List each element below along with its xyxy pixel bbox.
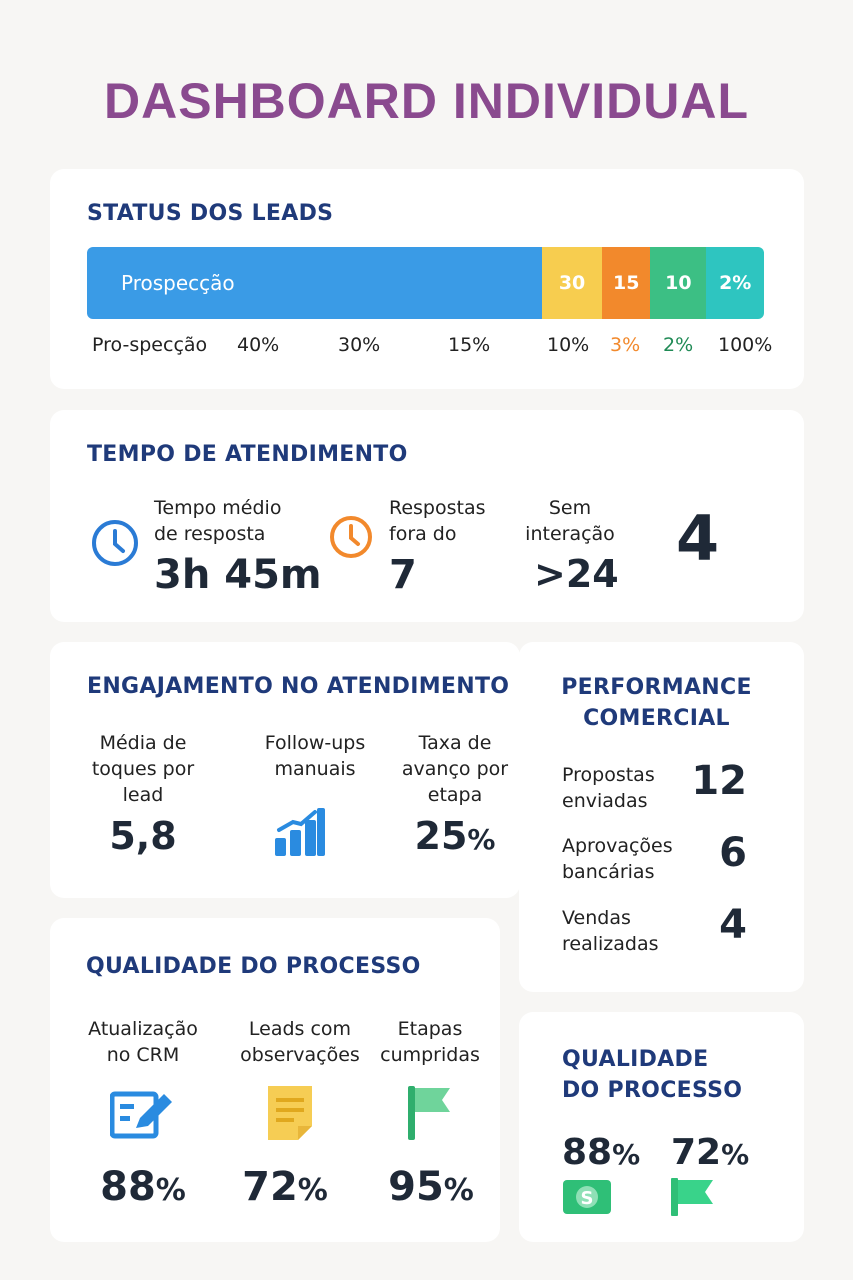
tempo-card: TEMPO DE ATENDIMENTO Tempo médio de respo… — [50, 410, 804, 622]
propostas-value: 12 — [691, 758, 747, 804]
leads-obs-value: 72% — [242, 1164, 328, 1210]
status-card: STATUS DOS LEADS Prospecção 30 15 10 2% … — [50, 169, 804, 389]
vendas-value: 4 — [719, 902, 747, 948]
followups-label: Follow-ups manuais — [264, 732, 366, 780]
edit-icon — [110, 1091, 172, 1139]
segment-2pct: 2% — [706, 247, 764, 319]
qualidade2-value-2: 72% — [671, 1132, 750, 1173]
legend-label: 3% — [610, 334, 641, 356]
media-toques-value: 5,8 — [109, 814, 177, 858]
legend-label: 15% — [448, 334, 491, 356]
aprovacoes-label: Aprovações bancárias — [562, 835, 673, 883]
legend-label: Pro-specção — [92, 334, 208, 356]
propostas-label: Propostas enviadas — [562, 764, 655, 812]
taxa-avanco-label: Taxa de avanço por etapa — [401, 732, 509, 806]
respostas-value: 7 — [389, 552, 417, 598]
segment-prospeccao: Prospecção — [87, 247, 542, 319]
performance-heading: PERFORMANCE COMERCIAL — [561, 675, 752, 731]
flag-icon — [671, 1178, 713, 1216]
note-icon — [268, 1086, 312, 1140]
svg-text:S: S — [581, 1188, 594, 1209]
status-heading: STATUS DOS LEADS — [87, 201, 334, 226]
tempo-label: Tempo médio de resposta — [154, 497, 282, 545]
status-bar: Prospecção 30 15 10 2% — [87, 247, 764, 319]
segment-10: 10 — [650, 247, 707, 319]
qualidade-card: QUALIDADE DO PROCESSO Atualização no CRM … — [50, 918, 500, 1242]
tempo-medio-value: 3h 45m — [154, 552, 322, 598]
sem-interacao-label: Sem interação — [525, 497, 615, 545]
side-value: 4 — [676, 502, 720, 575]
atualizacao-value: 88% — [100, 1164, 186, 1210]
segment-30: 30 — [541, 247, 603, 319]
clock-icon — [92, 520, 138, 566]
bar-chart-icon — [275, 808, 325, 856]
engajamento-card: ENGAJAMENTO NO ATENDIMENTO Média de toque… — [50, 642, 520, 898]
segment-15: 15 — [602, 247, 651, 319]
legend-label: 30% — [338, 334, 381, 356]
etapas-value: 95% — [388, 1164, 474, 1210]
performance-card: PERFORMANCE COMERCIAL Propostas enviadas 1… — [519, 642, 804, 992]
legend-label: 100% — [718, 334, 773, 356]
qualidade-heading: QUALIDADE DO PROCESSO — [86, 954, 421, 979]
respostas-label: Respostas fora do — [389, 497, 486, 545]
qualidade2-value-1: 88% — [562, 1132, 641, 1173]
clock-icon — [330, 516, 372, 558]
engajamento-heading: ENGAJAMENTO NO ATENDIMENTO — [87, 674, 510, 699]
taxa-avanco-value: 25% — [414, 814, 496, 858]
media-toques-label: Média de toques por lead — [91, 732, 195, 806]
money-icon: S — [563, 1180, 611, 1214]
tempo-heading: TEMPO DE ATENDIMENTO — [87, 442, 408, 467]
qualidade2-heading: QUALIDADE DO PROCESSO — [562, 1047, 743, 1103]
status-legend: Pro-specção 40% 30% 15% 10% 3% 2% 100% — [50, 334, 804, 364]
etapas-label: Etapas cumpridas — [380, 1018, 480, 1066]
legend-label: 40% — [237, 334, 280, 356]
aprovacoes-value: 6 — [719, 830, 747, 876]
legend-label: 10% — [547, 334, 590, 356]
qualidade2-card: QUALIDADE DO PROCESSO 88% S 72% — [519, 1012, 804, 1242]
leads-obs-label: Leads com observações — [240, 1018, 360, 1066]
atualizacao-label: Atualização no CRM — [88, 1018, 198, 1066]
legend-label: 2% — [663, 334, 694, 356]
page-title: DASHBOARD INDIVIDUAL — [104, 73, 749, 129]
vendas-label: Vendas realizadas — [562, 907, 659, 955]
sem-interacao-value: >24 — [534, 552, 619, 596]
flag-icon — [408, 1086, 450, 1140]
